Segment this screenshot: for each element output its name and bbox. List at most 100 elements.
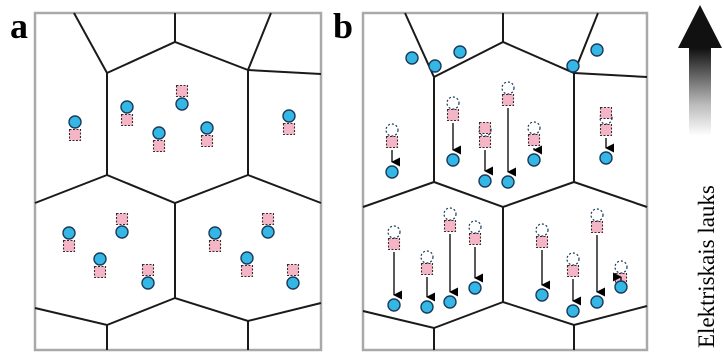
hole (478, 135, 492, 149)
electron (208, 226, 222, 240)
field-arrow-shaft (689, 48, 711, 136)
hole (385, 135, 399, 149)
electron (590, 43, 604, 57)
hole (286, 263, 300, 277)
panel-b-letter: b (333, 6, 353, 46)
hole (420, 262, 434, 276)
collected-electron (453, 45, 467, 59)
electron (286, 276, 300, 290)
hole (478, 121, 492, 135)
hole (62, 239, 76, 253)
electron (385, 165, 399, 179)
electron-hole-pair (286, 263, 300, 290)
electron (120, 100, 134, 114)
electron-hole-pair (240, 251, 254, 278)
hole (175, 84, 189, 98)
electron (175, 97, 189, 111)
hole (152, 139, 166, 153)
electron (420, 300, 434, 314)
electron-ghost (566, 252, 580, 266)
drifting-pair (566, 252, 582, 318)
electron-ghost (446, 96, 460, 110)
hole (535, 235, 549, 249)
hole (387, 237, 401, 251)
drifting-pair (527, 121, 543, 167)
hole (261, 212, 275, 226)
electron (443, 295, 457, 309)
electron (446, 153, 460, 167)
electron (599, 151, 613, 165)
electron-ghost (468, 220, 482, 234)
electron (566, 304, 580, 318)
drifting-pair (590, 208, 606, 309)
electron (115, 225, 129, 239)
electron-hole-pair (261, 212, 275, 239)
electron (468, 281, 482, 295)
drifting-pair (501, 81, 517, 189)
hole (501, 93, 515, 107)
electron-hole-pair (208, 226, 222, 253)
electron (527, 153, 541, 167)
drifting-pair (387, 225, 403, 312)
electron (62, 226, 76, 240)
panel-b (361, 11, 649, 352)
drifting-pair (468, 220, 484, 295)
panel-a-frame (33, 11, 323, 352)
field-arrow-head-icon (678, 5, 722, 48)
hole (599, 106, 613, 120)
drifting-pair (420, 250, 436, 314)
electron (566, 59, 580, 73)
panel-b-particles (385, 43, 628, 318)
hole (208, 239, 222, 253)
hole (115, 212, 129, 226)
electron (428, 59, 442, 73)
electric-field-label: Elektriskais lauks (694, 185, 719, 348)
electron-hole-pair (152, 126, 166, 153)
hole (141, 263, 155, 277)
hole (566, 264, 580, 278)
electron-ghost (385, 123, 399, 137)
electron-ghost (527, 121, 541, 135)
drifting-pair (535, 223, 551, 302)
hole (590, 220, 604, 234)
electron-hole-pair (68, 115, 82, 142)
drifting-pair (385, 123, 401, 179)
hole (68, 128, 82, 142)
electron-hole-pair (175, 84, 189, 111)
drifting-pair (599, 111, 615, 165)
collected-electron (405, 51, 419, 65)
collected-electron (590, 43, 604, 57)
drifting-pair (443, 207, 459, 309)
hole (527, 133, 541, 147)
hole (599, 123, 613, 137)
panel-a-cell-edges (34, 12, 322, 350)
electron (152, 126, 166, 140)
electron (501, 175, 515, 189)
electron (93, 252, 107, 266)
electron-hole-pair (115, 212, 129, 239)
electron (68, 115, 82, 129)
hole (599, 106, 613, 120)
hole (468, 232, 482, 246)
hole (443, 219, 457, 233)
drifting-pair (446, 96, 462, 167)
electron (614, 280, 628, 294)
electron (141, 276, 155, 290)
electron (453, 45, 467, 59)
electron-ghost (535, 223, 549, 237)
electron-hole-pair (282, 109, 296, 136)
electron-ghost (420, 250, 434, 264)
panel-b-cell-edges (362, 12, 648, 350)
hole (200, 134, 214, 148)
electron-hole-pair (62, 226, 76, 253)
electron-hole-pair (200, 121, 214, 148)
hole (120, 113, 134, 127)
electron (478, 174, 492, 188)
electron (590, 295, 604, 309)
hole (478, 121, 492, 135)
electron (261, 225, 275, 239)
electron-ghost (387, 225, 401, 239)
electron (200, 121, 214, 135)
electron (535, 288, 549, 302)
hole (282, 122, 296, 136)
